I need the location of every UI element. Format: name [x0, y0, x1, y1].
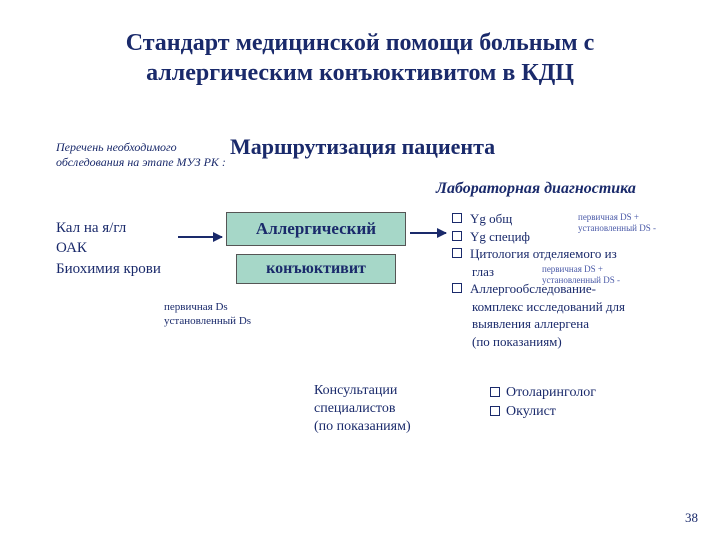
exam-prefix: Перечень необходимого обследования на эт…: [56, 140, 226, 170]
sidetag-2-l2: установленный DS -: [542, 275, 620, 286]
sidetag-2-l1: первичная DS +: [542, 264, 620, 275]
left-exam-list: Кал на я/гл ОАК Биохимия крови: [56, 218, 161, 279]
consult-l3: (по показаниям): [314, 418, 411, 436]
exam-prefix-l1: Перечень необходимого: [56, 140, 226, 155]
exam-prefix-l2: обследования на этапе МУЗ РК :: [56, 155, 226, 170]
lab-item-text: Цитология отделяемого из: [470, 245, 617, 263]
lab-item-text: Yg специф: [470, 228, 530, 246]
lab-item-row: (по показаниям): [452, 333, 625, 351]
list-item: Биохимия крови: [56, 259, 161, 279]
consultations-block: Консультации специалистов (по показаниям…: [314, 382, 411, 437]
arrow-left-to-center: [178, 236, 222, 238]
specialist-row: Окулист: [490, 403, 596, 422]
specialist-text: Окулист: [506, 403, 556, 422]
consult-l1: Консультации: [314, 382, 411, 400]
page-title: Стандарт медицинской помощи больным с ал…: [0, 0, 720, 92]
sidetag-1-l1: первичная DS +: [578, 212, 656, 223]
sidetag-1-l2: установленный DS -: [578, 223, 656, 234]
specialist-text: Отоларинголог: [506, 384, 596, 403]
checkbox-icon: [490, 387, 500, 397]
lab-item-text: выявления аллергена: [472, 315, 589, 333]
lab-item-text: глаз: [472, 263, 494, 281]
note-l2: установленный Ds: [164, 314, 251, 328]
lab-diagnostics-title: Лабораторная диагностика: [436, 180, 636, 198]
note-primary-ds: первичная Ds установленный Ds: [164, 300, 251, 329]
page-number: 38: [685, 510, 698, 526]
arrow-center-to-lab: [410, 232, 446, 234]
center-box-top: Аллергический: [226, 212, 406, 246]
checkbox-icon: [490, 406, 500, 416]
list-item: Кал на я/гл: [56, 218, 161, 238]
specialist-row: Отоларинголог: [490, 384, 596, 403]
sidetag-1: первичная DS + установленный DS -: [578, 212, 656, 234]
title-text: Стандарт медицинской помощи больным с ал…: [126, 30, 595, 86]
lab-item-row: Цитология отделяемого из: [452, 245, 625, 263]
list-item: ОАК: [56, 238, 161, 258]
subtitle: Маршрутизация пациента: [230, 134, 495, 160]
lab-item-text: комплекс исследований для: [472, 298, 625, 316]
lab-item-row: выявления аллергена: [452, 315, 625, 333]
lab-item-text: Yg общ: [470, 210, 512, 228]
lab-item-row: комплекс исследований для: [452, 298, 625, 316]
center-box-bottom-text: конъюктивит: [266, 260, 366, 278]
consult-l2: специалистов: [314, 400, 411, 418]
center-box-bottom: конъюктивит: [236, 254, 396, 284]
lab-item-text: (по показаниям): [472, 333, 562, 351]
center-box-top-text: Аллергический: [256, 219, 376, 239]
checkbox-icon: [452, 231, 462, 241]
checkbox-icon: [452, 213, 462, 223]
note-l1: первичная Ds: [164, 300, 251, 314]
checkbox-icon: [452, 248, 462, 258]
checkbox-icon: [452, 283, 462, 293]
specialists-list: ОтоларингологОкулист: [490, 384, 596, 422]
sidetag-2: первичная DS + установленный DS -: [542, 264, 620, 286]
